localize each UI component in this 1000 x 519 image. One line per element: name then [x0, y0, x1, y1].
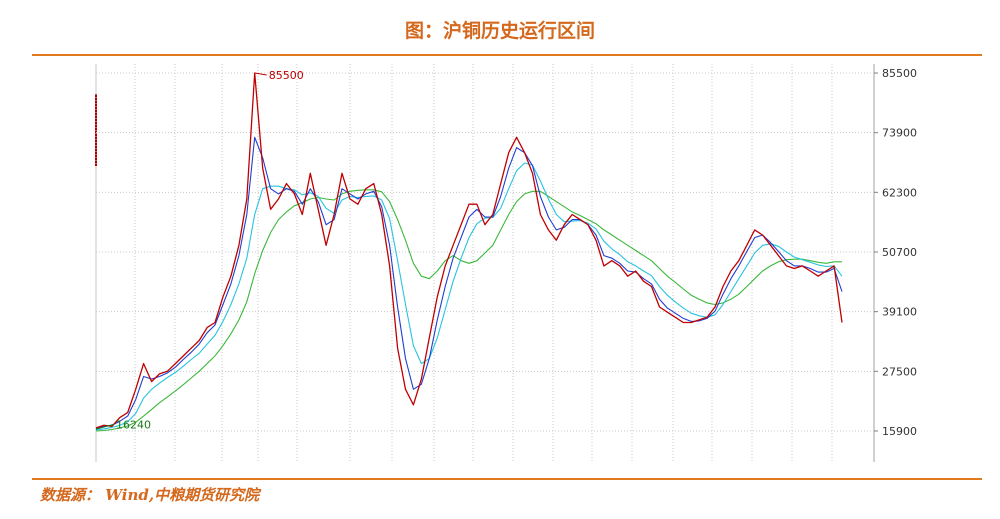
annotation-leader	[95, 423, 115, 430]
annotation-leader	[254, 72, 267, 76]
chart-title: 图：沪铜历史运行区间	[404, 20, 595, 42]
annotation-label: 85500	[269, 69, 304, 82]
source-note: 数据源： Wind,中粮期货研究院	[40, 486, 260, 504]
series-line-0	[95, 72, 843, 429]
series-line-1	[95, 136, 843, 430]
series-line-3	[95, 189, 842, 432]
y-tick-label: 85500	[882, 67, 917, 80]
y-tick-label: 50700	[882, 246, 917, 259]
y-tick-label: 62300	[882, 186, 917, 199]
y-tick-label: 39100	[882, 306, 917, 319]
y-tick-label: 27500	[882, 365, 917, 378]
y-tick-label: 15900	[882, 425, 917, 438]
title-divider	[32, 54, 982, 56]
annotation-label: 16240	[116, 418, 151, 431]
footer-divider	[32, 478, 982, 480]
series-line-2	[95, 162, 843, 431]
y-tick-label: 73900	[882, 127, 917, 140]
